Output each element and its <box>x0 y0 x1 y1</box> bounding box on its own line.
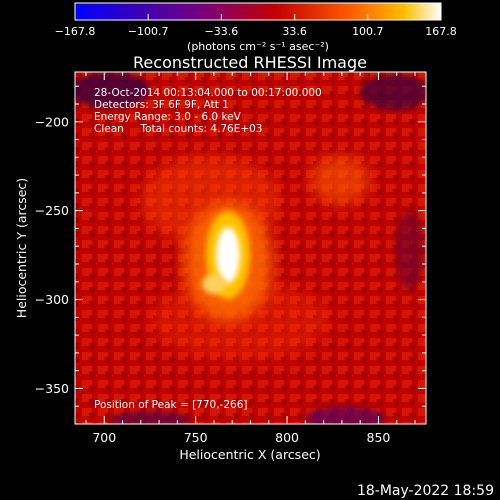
colorbar: −167.8 −100.7 −33.6 33.6 100.7 167.8 (photons… <box>55 2 457 53</box>
y-axis-label: Heliocentric Y (arcsec) <box>14 178 29 318</box>
colorbar-tick-label: −167.8 <box>55 25 96 38</box>
info-text-block: 28-Oct-2014 00:13:04.000 to 00:17:00.000… <box>94 87 322 135</box>
x-axis-label: Heliocentric X (arcsec) <box>179 447 320 462</box>
colorbar-rect <box>74 2 442 21</box>
y-tick-label: −350 <box>35 381 69 396</box>
info-line: Energy Range: 3.0 - 6.0 keV <box>94 111 242 123</box>
negative-region <box>360 74 426 110</box>
negative-region <box>110 410 190 424</box>
timestamp: 18-May-2022 18:59 <box>357 483 494 499</box>
colorbar-tick-label: −100.7 <box>128 25 169 38</box>
info-line: Clean Total counts: 4.76E+03 <box>94 123 263 135</box>
main-source-foot <box>202 274 226 294</box>
colorbar-tick-label: 167.8 <box>425 25 457 38</box>
x-tick-label: 850 <box>367 430 391 445</box>
colorbar-ticks: −167.8 −100.7 −33.6 33.6 100.7 167.8 <box>55 14 457 38</box>
axis-ticks <box>75 72 426 424</box>
info-line: 28-Oct-2014 00:13:04.000 to 00:17:00.000 <box>94 87 322 99</box>
axis-tick-labels: 700 750 800 850 −200 −250 −300 −350 <box>35 114 391 445</box>
peak-position-text: Position of Peak = [770,-266] <box>94 399 248 411</box>
colorbar-tick-label: 33.6 <box>282 25 307 38</box>
x-tick-label: 800 <box>275 430 299 445</box>
x-tick-label: 750 <box>184 430 208 445</box>
negative-region <box>395 210 425 290</box>
y-tick-label: −300 <box>35 292 69 307</box>
negative-region <box>305 406 385 424</box>
y-tick-label: −250 <box>35 203 69 218</box>
x-tick-label: 700 <box>92 430 116 445</box>
chart-title: Reconstructed RHESSI Image <box>133 53 367 72</box>
info-line: Detectors: 3F 6F 9F, Att 1 <box>94 99 229 111</box>
negative-region <box>75 72 150 108</box>
colorbar-unit-label: (photons cm⁻² s⁻¹ asec⁻²) <box>187 40 329 53</box>
colorbar-tick-label: 100.7 <box>352 25 384 38</box>
main-source-peak <box>216 227 240 283</box>
secondary-source <box>310 155 370 205</box>
colorbar-tick-label: −33.6 <box>204 25 238 38</box>
y-tick-label: −200 <box>35 114 69 129</box>
heatmap-image <box>75 72 426 424</box>
